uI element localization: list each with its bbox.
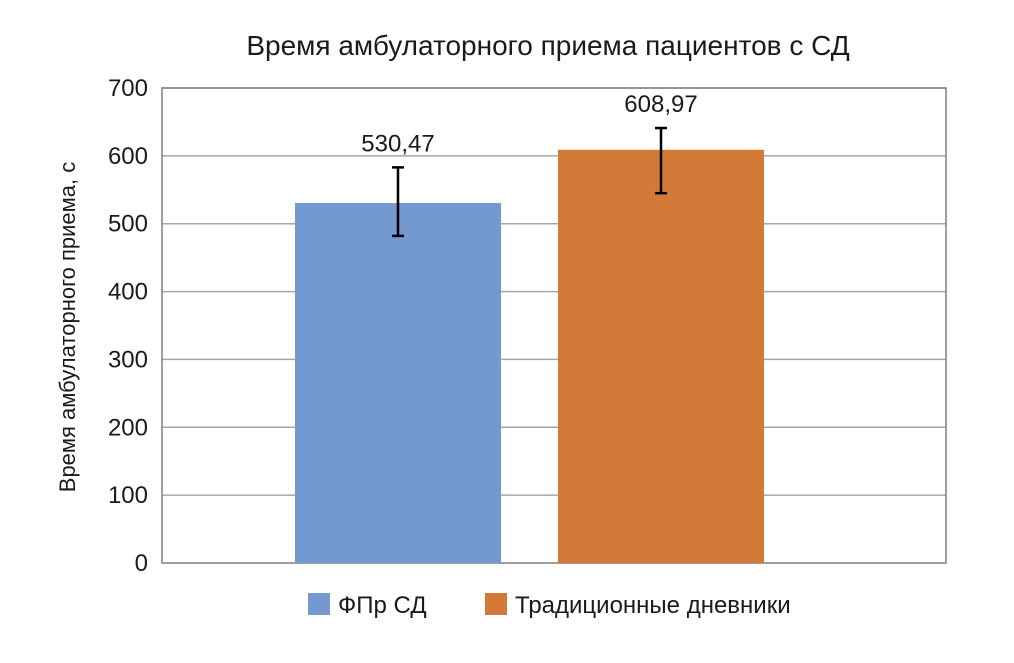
y-axis-ticks: 0 100 200 300 400 500 600 700	[108, 75, 148, 577]
data-labels: 530,47 608,97	[361, 91, 697, 157]
legend: ФПр СД Традиционные дневники	[308, 592, 791, 619]
error-bars	[392, 126, 667, 238]
y-tick-label: 300	[108, 346, 148, 373]
legend-item: ФПр СД	[308, 592, 427, 619]
y-tick-label: 500	[108, 211, 148, 238]
plot-area-border	[161, 87, 947, 564]
bar	[295, 203, 501, 563]
y-tick-label: 0	[135, 550, 148, 577]
legend-swatch	[308, 593, 330, 615]
bars	[295, 149, 764, 563]
y-tick-label: 100	[108, 482, 148, 509]
y-tick-label: 400	[108, 279, 148, 306]
y-tick-label: 600	[108, 143, 148, 170]
data-label: 530,47	[361, 130, 434, 157]
legend-item: Традиционные дневники	[485, 592, 791, 619]
y-axis-label: Время амбулаторного приема, с	[55, 162, 80, 492]
legend-swatch	[485, 593, 507, 615]
legend-label: Традиционные дневники	[515, 592, 791, 619]
error-bar	[392, 166, 404, 238]
error-bar	[655, 126, 667, 195]
bar	[558, 149, 764, 563]
gridlines	[161, 87, 947, 564]
chart-title: Время амбулаторного приема пациентов с С…	[246, 30, 849, 61]
legend-label: ФПр СД	[338, 592, 427, 619]
data-label: 608,97	[624, 91, 697, 118]
y-tick-label: 200	[108, 414, 148, 441]
y-tick-label: 700	[108, 75, 148, 102]
